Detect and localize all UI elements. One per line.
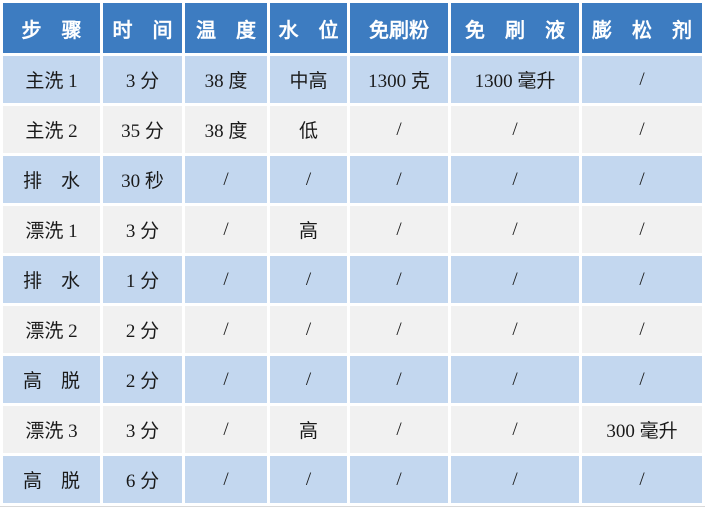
cell-wash-liquid: / — [451, 256, 579, 303]
cell-temperature: / — [185, 456, 267, 503]
cell-water-level: 低 — [270, 106, 347, 153]
cell-step: 主洗 1 — [3, 56, 100, 103]
cell-time: 35 分 — [103, 106, 182, 153]
cell-fluffing-agent: / — [582, 256, 702, 303]
table-row-high-spin-1: 高 脱 2 分 / / / / / — [3, 356, 702, 403]
cell-fluffing-agent: / — [582, 356, 702, 403]
cell-wash-powder: / — [350, 256, 448, 303]
cell-step: 漂洗 3 — [3, 406, 100, 453]
cell-wash-powder: / — [350, 306, 448, 353]
cell-fluffing-agent: / — [582, 106, 702, 153]
cell-wash-powder: / — [350, 456, 448, 503]
table-row-rinse-3: 漂洗 3 3 分 / 高 / / 300 毫升 — [3, 406, 702, 453]
table-row-main-wash-1: 主洗 1 3 分 38 度 中高 1300 克 1300 毫升 / — [3, 56, 702, 103]
cell-wash-liquid: 1300 毫升 — [451, 56, 579, 103]
cell-wash-powder: 1300 克 — [350, 56, 448, 103]
cell-wash-liquid: / — [451, 456, 579, 503]
cell-fluffing-agent: / — [582, 456, 702, 503]
cell-wash-liquid: / — [451, 106, 579, 153]
cell-temperature: 38 度 — [185, 56, 267, 103]
table-row-main-wash-2: 主洗 2 35 分 38 度 低 / / / — [3, 106, 702, 153]
cell-wash-powder: / — [350, 206, 448, 253]
header-wash-powder: 免刷粉 — [350, 3, 448, 53]
cell-temperature: / — [185, 406, 267, 453]
cell-step: 高 脱 — [3, 356, 100, 403]
cell-time: 3 分 — [103, 56, 182, 103]
cell-time: 2 分 — [103, 306, 182, 353]
cell-water-level: / — [270, 156, 347, 203]
header-fluffing-agent: 膨 松 剂 — [582, 3, 702, 53]
cell-fluffing-agent: / — [582, 156, 702, 203]
cell-wash-liquid: / — [451, 356, 579, 403]
cell-water-level: / — [270, 456, 347, 503]
cell-temperature: / — [185, 306, 267, 353]
cell-water-level: / — [270, 306, 347, 353]
cell-fluffing-agent: 300 毫升 — [582, 406, 702, 453]
cell-temperature: / — [185, 156, 267, 203]
cell-time: 3 分 — [103, 406, 182, 453]
cell-wash-powder: / — [350, 156, 448, 203]
table-row-rinse-2: 漂洗 2 2 分 / / / / / — [3, 306, 702, 353]
cell-fluffing-agent: / — [582, 306, 702, 353]
cell-wash-liquid: / — [451, 156, 579, 203]
cell-temperature: / — [185, 206, 267, 253]
cell-time: 30 秒 — [103, 156, 182, 203]
cell-water-level: / — [270, 256, 347, 303]
cell-water-level: 中高 — [270, 56, 347, 103]
cell-step: 主洗 2 — [3, 106, 100, 153]
table-row-drain-2: 排 水 1 分 / / / / / — [3, 256, 702, 303]
cell-wash-powder: / — [350, 106, 448, 153]
cell-water-level: / — [270, 356, 347, 403]
cell-step: 排 水 — [3, 256, 100, 303]
cell-step: 排 水 — [3, 156, 100, 203]
header-water-level: 水 位 — [270, 3, 347, 53]
cell-step: 高 脱 — [3, 456, 100, 503]
cell-temperature: 38 度 — [185, 106, 267, 153]
cell-time: 2 分 — [103, 356, 182, 403]
table-row-drain-1: 排 水 30 秒 / / / / / — [3, 156, 702, 203]
cell-fluffing-agent: / — [582, 206, 702, 253]
cell-temperature: / — [185, 356, 267, 403]
cell-time: 3 分 — [103, 206, 182, 253]
table-row-rinse-1: 漂洗 1 3 分 / 高 / / / — [3, 206, 702, 253]
cell-fluffing-agent: / — [582, 56, 702, 103]
header-row: 步 骤 时 间 温 度 水 位 免刷粉 免 刷 液 膨 松 剂 — [3, 3, 702, 53]
header-wash-liquid: 免 刷 液 — [451, 3, 579, 53]
table-row-high-spin-2: 高 脱 6 分 / / / / / — [3, 456, 702, 503]
header-step: 步 骤 — [3, 3, 100, 53]
cell-temperature: / — [185, 256, 267, 303]
cell-step: 漂洗 1 — [3, 206, 100, 253]
cell-water-level: 高 — [270, 406, 347, 453]
cell-wash-liquid: / — [451, 406, 579, 453]
header-time: 时 间 — [103, 3, 182, 53]
header-temperature: 温 度 — [185, 3, 267, 53]
cell-step: 漂洗 2 — [3, 306, 100, 353]
cell-wash-powder: / — [350, 406, 448, 453]
cell-wash-liquid: / — [451, 206, 579, 253]
cell-water-level: 高 — [270, 206, 347, 253]
cell-wash-powder: / — [350, 356, 448, 403]
cell-time: 6 分 — [103, 456, 182, 503]
cell-wash-liquid: / — [451, 306, 579, 353]
cell-time: 1 分 — [103, 256, 182, 303]
